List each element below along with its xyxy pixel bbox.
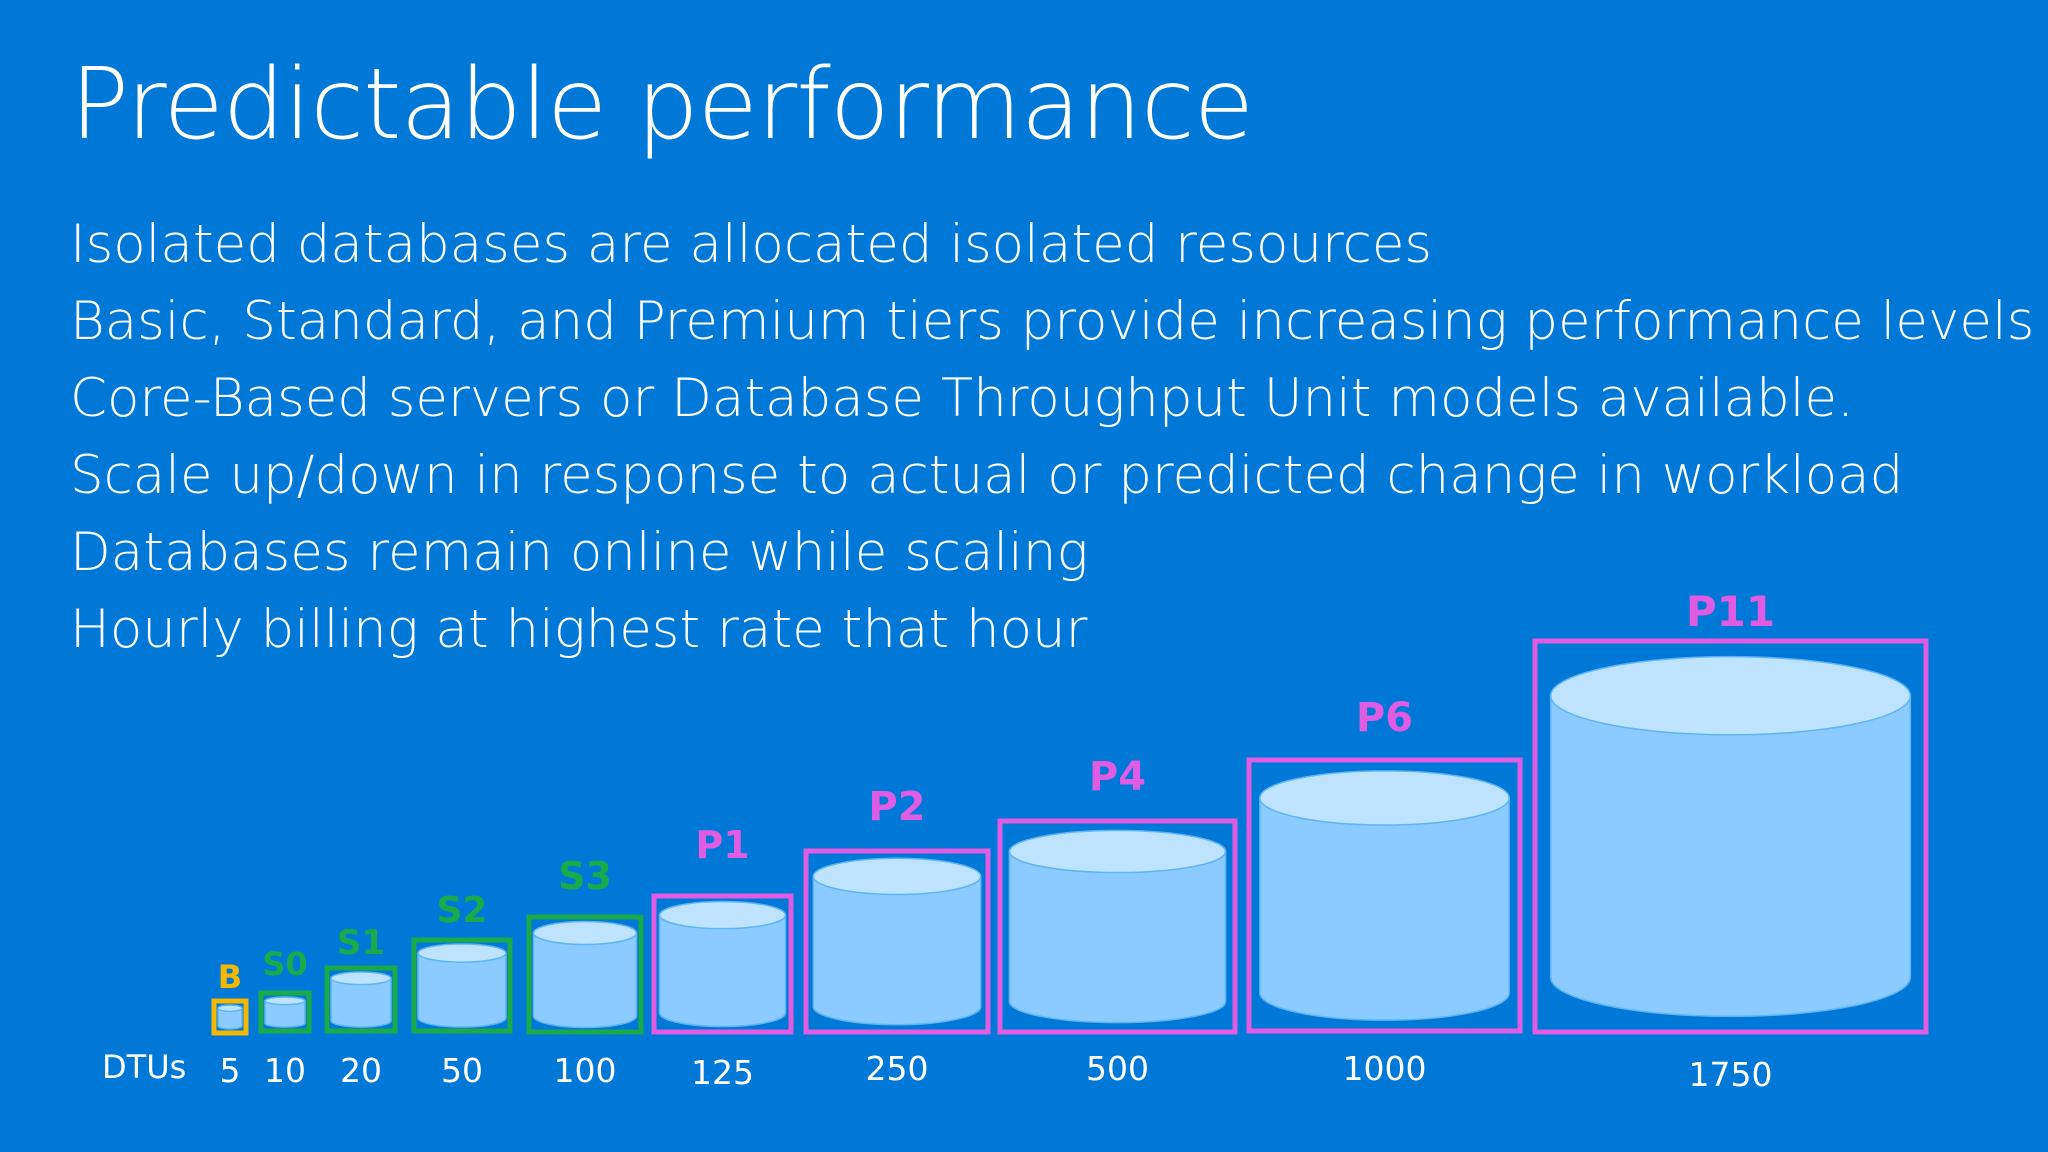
tier-box — [324, 965, 398, 1034]
database-cylinder-body — [217, 1007, 243, 1030]
tier-label: B — [218, 958, 242, 996]
tier-box — [1246, 757, 1523, 1034]
tier-label: P6 — [1356, 695, 1413, 741]
dtu-value: 50 — [441, 1051, 483, 1090]
database-cylinder-top — [217, 1004, 243, 1013]
dtu-value: 10 — [264, 1051, 306, 1090]
dtu-value: 5 — [220, 1051, 241, 1090]
bullet-item: Scale up/down in response to actual or p… — [70, 445, 1904, 506]
tier-box — [651, 893, 794, 1035]
database-cylinder-top — [1259, 770, 1510, 826]
database-cylinder-top — [417, 943, 507, 963]
tier-box — [211, 998, 249, 1036]
dtu-value: 125 — [691, 1053, 754, 1092]
tier-label: S1 — [337, 923, 385, 963]
slide-title: Predictable performance — [70, 48, 1254, 162]
tier-label: S3 — [558, 854, 612, 898]
database-cylinder-body — [812, 875, 982, 1026]
tier-box — [997, 818, 1238, 1035]
dtu-value: 250 — [866, 1049, 929, 1088]
database-cylinder-top — [264, 996, 306, 1006]
database-cylinder-top — [658, 900, 787, 930]
database-cylinder-top — [330, 971, 392, 986]
dtu-value: 1750 — [1689, 1055, 1773, 1094]
bullet-item: Core-Based servers or Database Throughpu… — [70, 368, 1854, 429]
tier-label: P2 — [868, 784, 925, 830]
tier-label: P1 — [695, 823, 749, 867]
database-cylinder-top — [1008, 829, 1227, 874]
tier-box — [1532, 638, 1929, 1035]
tier-box — [803, 848, 991, 1035]
bullet-item: Databases remain online while scaling — [70, 522, 1089, 583]
database-cylinder-body — [1008, 850, 1227, 1024]
dtu-value: 1000 — [1343, 1049, 1427, 1088]
tier-label: S0 — [262, 945, 307, 983]
database-cylinder-top — [812, 857, 982, 896]
tier-box — [258, 990, 312, 1034]
dtu-value: 500 — [1086, 1049, 1149, 1088]
tier-box — [526, 914, 644, 1035]
database-cylinder-body — [330, 977, 392, 1028]
database-cylinder-top — [1549, 655, 1912, 736]
database-cylinder-body — [264, 1000, 306, 1028]
dtu-value: 100 — [554, 1051, 617, 1090]
dtu-axis-label: DTUs — [102, 1048, 186, 1086]
database-cylinder-body — [1549, 694, 1912, 1018]
tier-label: P11 — [1686, 587, 1775, 636]
bullet-item: Basic, Standard, and Premium tiers provi… — [70, 291, 2035, 352]
database-cylinder-body — [417, 952, 507, 1028]
database-cylinder-body — [1259, 797, 1510, 1021]
tier-box — [411, 937, 513, 1034]
tier-label: S2 — [437, 890, 488, 931]
bullet-item: Isolated databases are allocated isolate… — [70, 214, 1433, 275]
database-cylinder-top — [532, 920, 638, 946]
database-cylinder-body — [532, 932, 638, 1029]
tier-label: P4 — [1089, 754, 1146, 800]
dtu-value: 20 — [340, 1051, 382, 1090]
bullet-item: Hourly billing at highest rate that hour — [70, 599, 1088, 660]
bullet-list: Isolated databases are allocated isolate… — [70, 206, 2034, 668]
database-cylinder-body — [658, 914, 787, 1028]
